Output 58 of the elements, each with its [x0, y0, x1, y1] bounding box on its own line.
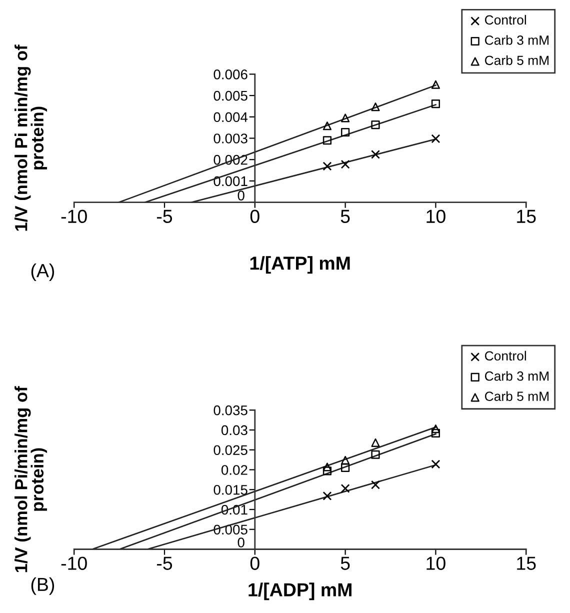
text: (B): [31, 577, 54, 595]
point: [371, 120, 380, 130]
y-tick-label: 0.003: [214, 134, 248, 144]
point: [340, 160, 350, 169]
point: [431, 100, 440, 108]
y-tick-label: 0.03: [221, 425, 248, 436]
y-tick-label: 0.035: [214, 405, 248, 416]
y-tick-label: 0.025: [214, 445, 248, 456]
point: [371, 150, 380, 159]
y-axis-title: 1/V (nmol Pi/min/mg of protein): [14, 386, 47, 572]
x-tick-label: -10: [61, 210, 87, 224]
x-tick-label: 15: [517, 210, 536, 224]
x-tick-label: 10: [426, 556, 446, 570]
y-tick-label: 0.02: [221, 465, 248, 475]
y-tick-label: 0.015: [214, 484, 248, 495]
point: [371, 438, 380, 447]
y-axis-title: 1/V (nmol Pi min/mg of protein): [14, 44, 47, 231]
y-tick-label: 0.004: [214, 112, 248, 122]
x-tick-label: 10: [426, 210, 446, 224]
y-tick-label: 0.006: [214, 70, 248, 80]
legend-label: Carb 5 mM: [485, 391, 548, 401]
x-axis-title: 1/[ATP] mM: [250, 256, 350, 274]
point: [322, 122, 332, 130]
point: [322, 466, 332, 476]
x-tick-label: 5: [340, 210, 350, 224]
y-tick-label: 0.005: [214, 90, 248, 101]
x-tick-label: 15: [517, 556, 536, 570]
x-tick-label: 0: [250, 210, 260, 224]
x-tick-label: 5: [340, 556, 350, 570]
y-tick-label: 0: [238, 538, 244, 548]
y-tick-label: 0: [238, 190, 244, 200]
legend-label: Control: [485, 350, 526, 361]
legend-label: Carb 3 mM: [485, 35, 548, 45]
legend-label: Carb 5 mM: [485, 55, 548, 66]
legend-label: Control: [485, 14, 526, 25]
point: [431, 80, 440, 89]
point: [341, 456, 350, 464]
text: (A): [31, 263, 54, 281]
point: [371, 102, 380, 112]
point: [322, 162, 332, 171]
legend-label: Carb 3 mM: [485, 371, 548, 381]
point: [431, 460, 440, 469]
x-axis-title: 1/[ADP] mM: [248, 582, 352, 600]
point: [341, 128, 350, 137]
point: [371, 450, 380, 459]
point: [341, 114, 350, 122]
point: [431, 428, 440, 438]
point: [322, 136, 332, 145]
point: [322, 491, 332, 500]
point: [341, 463, 350, 472]
x-tick-label: -5: [157, 556, 172, 570]
x-tick-label: -10: [61, 556, 87, 570]
point: [340, 484, 350, 493]
point: [371, 480, 380, 490]
point: [431, 134, 440, 144]
x-tick-label: -5: [157, 210, 172, 224]
x-tick-label: 0: [250, 556, 260, 570]
y-tick-label: 0.001: [214, 176, 248, 186]
